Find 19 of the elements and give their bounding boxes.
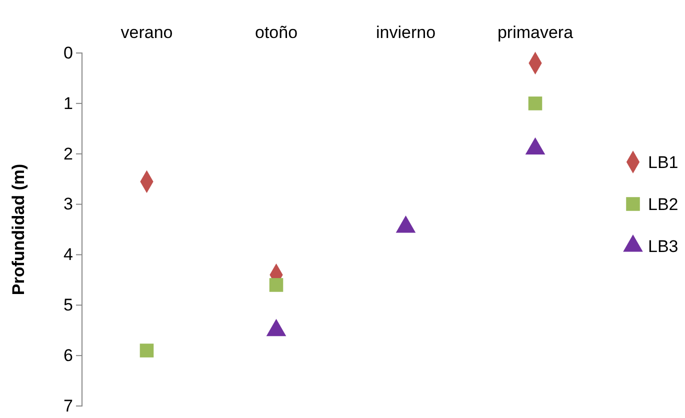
x-tick-label: invierno (376, 23, 436, 42)
point (269, 278, 284, 292)
legend-label: LB1 (648, 152, 678, 172)
x-tick-label: verano (120, 23, 173, 42)
y-tick-label: 0 (64, 43, 73, 62)
y-tick-label: 5 (64, 296, 73, 315)
point (140, 344, 154, 358)
point (528, 96, 542, 110)
x-tick-label: primavera (497, 23, 574, 42)
y-tick-label: 7 (64, 396, 73, 416)
y-tick-label: 6 (64, 346, 73, 366)
y-axis-title: Profundidad (m) (9, 164, 28, 296)
y-tick-label: 1 (64, 94, 73, 113)
y-tick-label: 2 (64, 144, 73, 164)
x-tick-label: otoño (254, 23, 298, 42)
legend-label: LB3 (648, 236, 678, 256)
legend-label: LB2 (648, 194, 678, 214)
y-tick-label: 4 (64, 245, 73, 264)
y-tick-label: 3 (64, 194, 73, 214)
